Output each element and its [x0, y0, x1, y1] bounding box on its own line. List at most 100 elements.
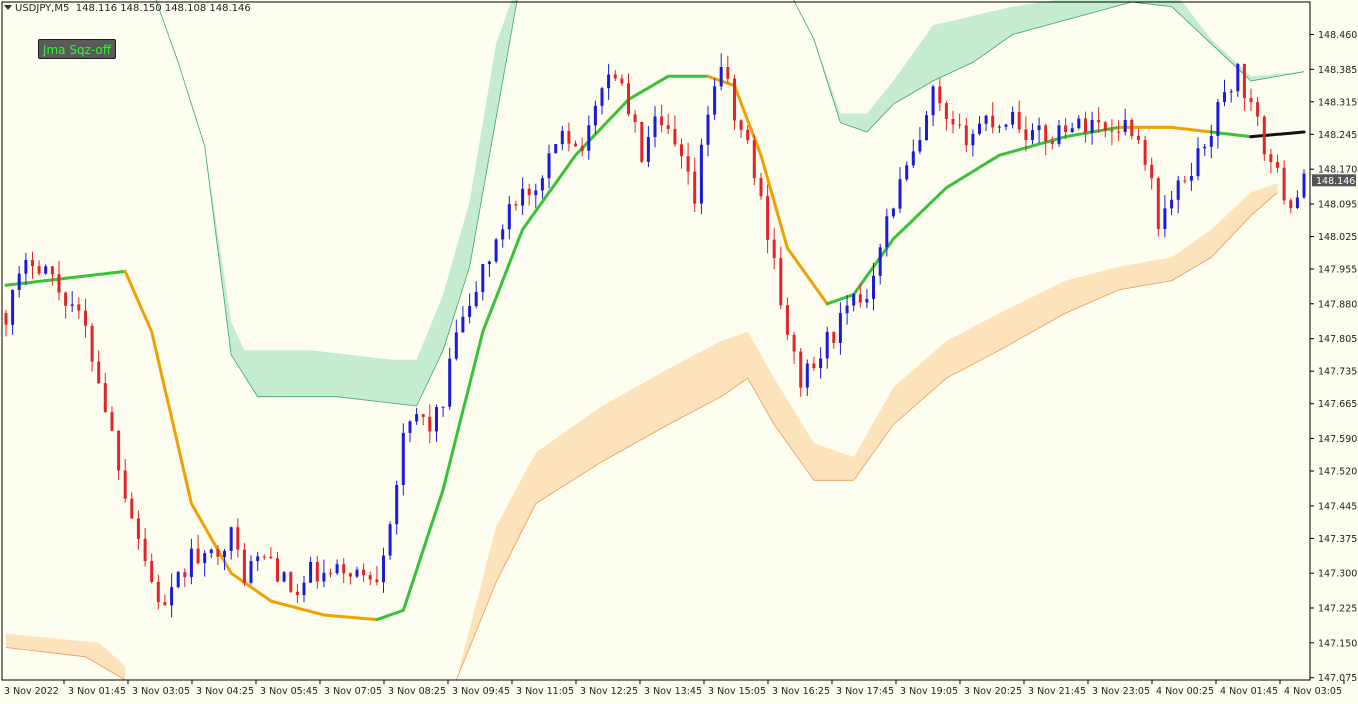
candle — [627, 73, 630, 117]
candle — [203, 550, 207, 577]
candle — [50, 266, 54, 286]
candle-body — [1289, 200, 1293, 208]
candle — [368, 571, 372, 586]
candle-body — [686, 156, 690, 172]
candle-body — [57, 274, 61, 293]
candle-body — [1143, 140, 1147, 165]
candle — [785, 297, 789, 341]
y-tick-label: 147.805 — [1318, 334, 1357, 345]
candle-body — [362, 569, 366, 576]
candle — [1011, 106, 1015, 129]
candle — [521, 177, 525, 215]
candle — [1136, 128, 1140, 145]
lower-band-area-1 — [6, 633, 126, 680]
y-tick-label: 148.245 — [1318, 130, 1357, 141]
candle-body — [474, 292, 478, 307]
upper-band-area-1-edge — [155, 0, 518, 407]
candle — [1123, 108, 1127, 136]
candle — [752, 134, 756, 185]
candle — [640, 121, 644, 163]
candle — [686, 142, 690, 185]
candle-body — [1189, 176, 1193, 181]
candle-body — [620, 78, 624, 84]
candle — [600, 86, 604, 115]
dropdown-triangle-icon[interactable] — [4, 5, 12, 10]
candle — [375, 565, 379, 586]
candle-body — [1037, 125, 1041, 131]
candle-body — [494, 239, 498, 262]
x-tick-label: 3 Nov 01:45 — [68, 686, 126, 697]
candle-body — [415, 414, 419, 422]
candle-body — [1183, 180, 1187, 182]
candle-body — [527, 188, 531, 196]
y-tick-label: 147.375 — [1318, 534, 1357, 545]
candle-body — [103, 383, 107, 413]
candle — [938, 78, 942, 111]
candle — [276, 551, 279, 583]
candle — [421, 413, 425, 426]
candle — [282, 571, 286, 583]
ma-segment-flat — [1249, 130, 1306, 139]
y-tick-label: 148.315 — [1318, 97, 1357, 108]
ma-segment-up — [4, 269, 127, 287]
candle — [295, 583, 299, 603]
candle — [1077, 115, 1081, 130]
y-tick-label: 148.025 — [1318, 232, 1357, 243]
candle-body — [216, 549, 220, 557]
x-tick-label: 3 Nov 15:05 — [708, 686, 766, 697]
candle — [216, 545, 220, 565]
x-tick-label: 4 Nov 00:25 — [1156, 686, 1214, 697]
candle — [77, 297, 81, 319]
candle — [1242, 63, 1246, 111]
candle — [130, 492, 134, 519]
candle-body — [858, 294, 862, 303]
candle-body — [31, 260, 34, 267]
candle — [435, 404, 438, 442]
candle-body — [613, 74, 617, 79]
candle — [567, 122, 571, 152]
candle — [11, 289, 15, 335]
candle-body — [507, 204, 511, 230]
candle-body — [64, 292, 68, 306]
candle-body — [1256, 102, 1260, 117]
x-tick-label: 3 Nov 12:25 — [580, 686, 638, 697]
candle — [1037, 117, 1041, 144]
candle — [1050, 136, 1054, 150]
candle — [534, 183, 538, 209]
candle-body — [1004, 124, 1008, 127]
candle — [1189, 162, 1193, 191]
candle — [991, 102, 995, 134]
x-tick-label: 4 Nov 01:45 — [1220, 686, 1278, 697]
candle-body — [1176, 180, 1180, 200]
candle-body — [1117, 131, 1121, 133]
indicator-button[interactable]: Jma Sqz-off — [38, 39, 116, 59]
candle-body — [978, 123, 981, 134]
candle — [262, 554, 266, 560]
candle-body — [1295, 197, 1299, 208]
lower-band-area-1-edge — [5, 647, 126, 681]
candle — [1282, 160, 1286, 205]
candle — [1017, 100, 1021, 134]
candle — [620, 74, 624, 86]
candle — [388, 521, 392, 560]
candles-layer — [4, 53, 1306, 618]
candle — [1130, 118, 1134, 140]
symbol-header: USDJPY,M5 148.116 148.150 148.108 148.14… — [4, 3, 251, 14]
candle — [315, 555, 319, 589]
candle-body — [905, 165, 909, 180]
candle — [4, 309, 8, 337]
candle-body — [971, 133, 975, 146]
candle-body — [143, 538, 147, 561]
y-tick-label: 147.880 — [1318, 299, 1357, 310]
candle — [1196, 137, 1200, 181]
candle-body — [256, 556, 260, 562]
candle-body — [1302, 173, 1306, 198]
candle — [554, 144, 558, 154]
candle-body — [44, 266, 48, 274]
candle — [1103, 121, 1107, 138]
upper-band-area-1 — [155, 0, 518, 406]
candle-body — [646, 137, 650, 162]
